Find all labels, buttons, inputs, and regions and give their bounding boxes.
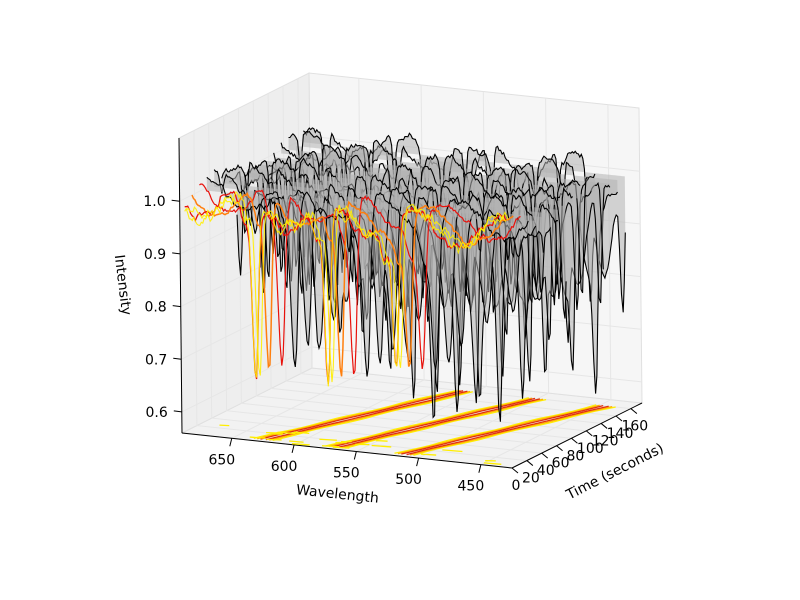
y-tick-mark <box>585 430 593 437</box>
y-tick-mark <box>600 423 608 429</box>
series-orange <box>191 192 514 377</box>
contour-orange-line <box>409 405 613 456</box>
contour-yellow-line <box>325 397 529 447</box>
contour-fragment <box>333 446 350 449</box>
y-tick-mark <box>511 467 519 474</box>
x-axis-label: Wavelength <box>295 482 379 507</box>
z-tick-label: 0.7 <box>145 352 167 368</box>
contour-fragment <box>319 438 337 441</box>
contour-fragment <box>442 449 463 453</box>
series-fill-40 <box>214 169 536 364</box>
contour-fragment <box>249 436 266 439</box>
z-axis-line <box>178 137 183 434</box>
contour-fragment <box>273 433 283 436</box>
y-tick-mark <box>556 445 563 452</box>
z-tick-label: 1.0 <box>143 194 165 210</box>
contour-orange-line <box>269 390 471 441</box>
y-axis-line <box>511 402 643 469</box>
contour-fragment <box>420 453 437 456</box>
z-tick-label: 0.9 <box>144 247 166 263</box>
z-tick-label: 0.8 <box>144 300 166 316</box>
y-tick-label: 40 <box>537 463 555 479</box>
series-black-40 <box>213 169 537 364</box>
x-tick-mark <box>478 464 482 473</box>
y-tick-mark <box>541 452 549 459</box>
z-tick-mark <box>173 357 182 360</box>
y-tick-label: 140 <box>607 426 634 442</box>
y-tick-label: 60 <box>552 456 570 472</box>
y-tick-mark <box>615 415 623 422</box>
contour-yellow-line <box>345 398 547 449</box>
series-yellow <box>186 190 509 383</box>
contour-yellow-line <box>413 406 616 456</box>
x-tick-mark <box>229 438 233 447</box>
y-tick-mark <box>571 437 578 444</box>
contour-fragment <box>277 431 296 435</box>
contour-plot <box>219 389 616 465</box>
z-axis-label: Intensity <box>111 254 134 316</box>
series-black-30 <box>206 176 529 377</box>
contour-fragment <box>483 462 502 465</box>
y-tick-label: 20 <box>522 471 540 487</box>
y-tick-mark <box>630 408 638 414</box>
x-tick-mark <box>353 451 357 460</box>
z-tick-label: 0.6 <box>146 405 168 421</box>
contour-fragment <box>291 443 310 446</box>
y-tick-mark <box>526 460 534 466</box>
contour-fragment <box>321 445 339 448</box>
contour-orange-line <box>257 389 461 440</box>
contour-red-line <box>338 398 541 448</box>
series-yellow <box>184 193 507 387</box>
x-axis-line <box>181 432 513 469</box>
y-tick-label: 100 <box>577 441 604 457</box>
z-tick-mark <box>173 410 182 413</box>
x-tick-label: 650 <box>208 452 235 468</box>
series-red <box>199 183 521 375</box>
x-tick-label: 450 <box>458 479 485 495</box>
x-tick-mark <box>291 444 295 454</box>
x-tick-label: 550 <box>333 465 360 481</box>
contour-yellow-line <box>272 391 473 442</box>
contour-orange-line <box>341 398 544 449</box>
z-tick-mark <box>172 252 181 255</box>
spectra-series <box>184 127 626 422</box>
y-tick-label: 80 <box>567 448 585 464</box>
x-tick-label: 600 <box>271 459 298 475</box>
z-grid-line <box>181 346 642 413</box>
x-tick-mark <box>416 457 420 467</box>
x-tick-label: 500 <box>395 472 422 488</box>
y-tick-label: 160 <box>621 419 648 435</box>
contour-fragment <box>266 438 282 441</box>
contour-yellow-line <box>394 404 597 454</box>
contour-red-line <box>406 405 609 456</box>
contour-fragment <box>376 439 388 442</box>
y-tick-label: 120 <box>592 433 619 449</box>
contour-fragment <box>294 431 310 435</box>
y-tick-label: 0 <box>512 478 521 494</box>
contour-orange-line <box>397 404 600 455</box>
contour-red-line <box>401 404 604 455</box>
contour-fragment <box>289 440 304 443</box>
contour-yellow-line <box>253 389 458 440</box>
contour-fragment <box>371 444 392 448</box>
z-tick-mark <box>171 199 180 202</box>
z-tick-mark <box>172 305 181 308</box>
contour-red-line <box>260 390 464 440</box>
